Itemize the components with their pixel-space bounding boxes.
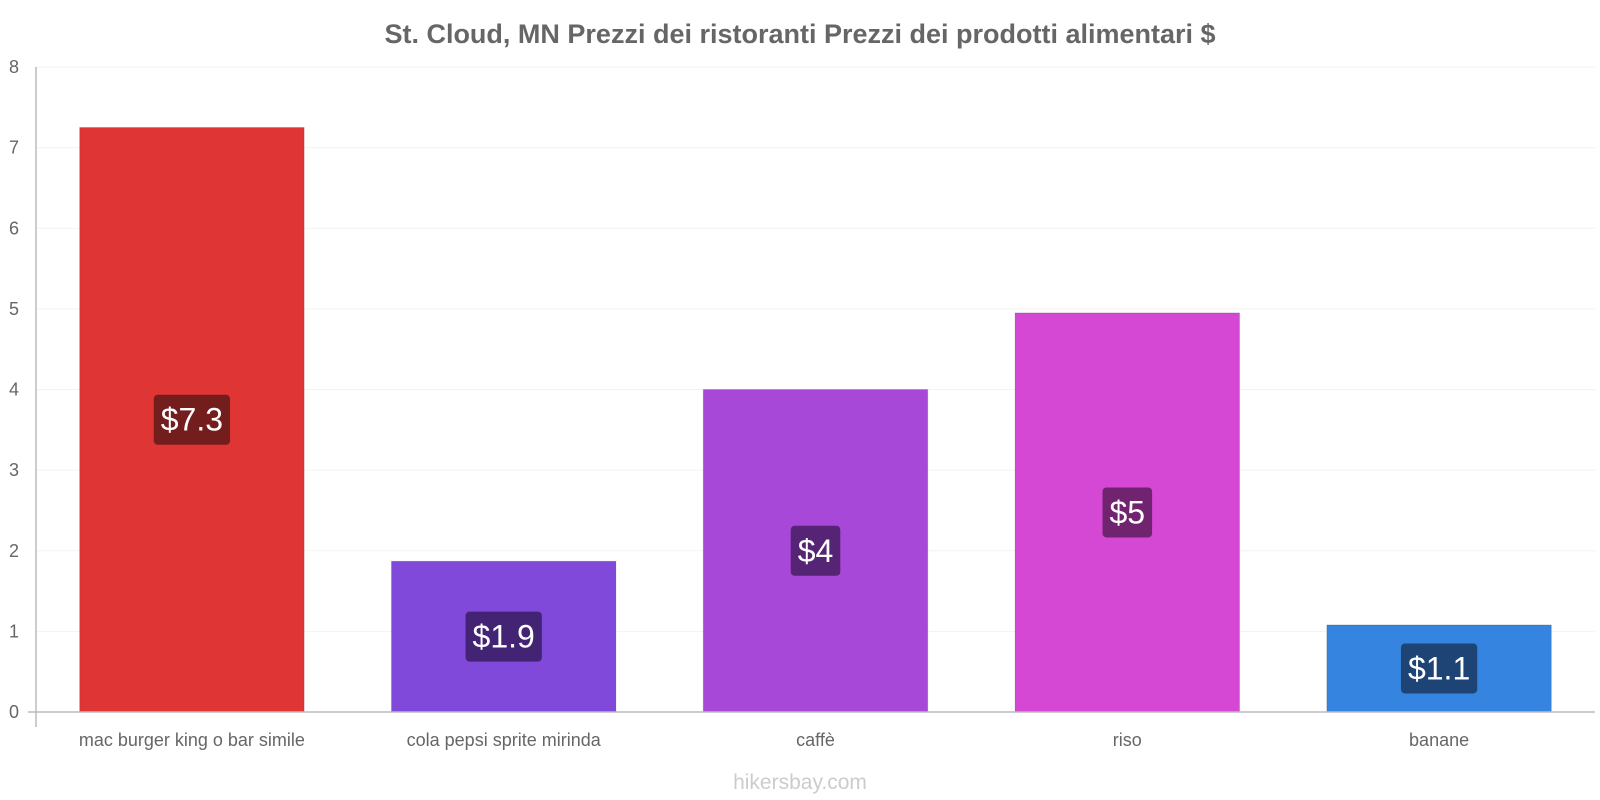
data-label-text: $4 — [798, 533, 834, 569]
data-label-text: $1.1 — [1408, 650, 1470, 686]
data-labels: $7.3 $1.9 $4 $5 $1.1 — [153, 394, 1478, 694]
data-label-background — [1400, 643, 1478, 694]
data-label-text: $5 — [1110, 494, 1146, 530]
data-label: $1.9 — [465, 611, 542, 662]
y-tick-label: 3 — [9, 460, 19, 480]
data-label-background — [790, 525, 841, 576]
bars — [79, 126, 1552, 713]
data-label-background — [465, 611, 542, 662]
data-label: $4 — [790, 525, 841, 576]
bar — [79, 126, 305, 713]
y-axis: 0 1 2 3 4 5 6 7 8 — [9, 57, 37, 727]
y-tick-label: 4 — [9, 380, 19, 400]
x-axis: mac burger king o bar simile cola pepsi s… — [28, 711, 1595, 750]
y-tick-label: 7 — [9, 138, 19, 158]
y-tick-label: 6 — [9, 218, 19, 238]
chart-title: St. Cloud, MN Prezzi dei ristoranti Prez… — [384, 19, 1215, 49]
x-category-label: riso — [1113, 730, 1142, 750]
x-category-label: caffè — [796, 730, 835, 750]
x-category-label: mac burger king o bar simile — [79, 730, 305, 750]
x-category-label: banane — [1409, 730, 1469, 750]
data-label-text: $7.3 — [161, 402, 223, 438]
data-label-text: $1.9 — [473, 619, 535, 655]
data-label-background — [1102, 487, 1153, 538]
y-tick-label: 5 — [9, 299, 19, 319]
y-tick-label: 8 — [9, 57, 19, 77]
y-tick-label: 0 — [9, 702, 19, 722]
data-label: $1.1 — [1400, 643, 1478, 694]
data-label: $7.3 — [153, 394, 231, 445]
y-tick-label: 1 — [9, 621, 19, 641]
x-category-label: cola pepsi sprite mirinda — [407, 730, 602, 750]
data-label: $5 — [1102, 487, 1153, 538]
data-label-background — [153, 394, 231, 445]
footer-watermark: hikersbay.com — [733, 771, 867, 794]
y-tick-label: 2 — [9, 541, 19, 561]
